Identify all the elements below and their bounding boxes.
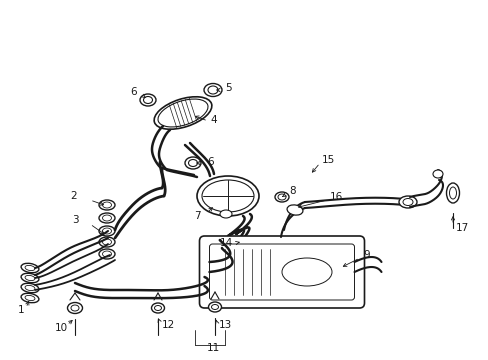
Text: 3: 3 [72,215,79,225]
Text: 2: 2 [70,191,77,201]
Ellipse shape [67,302,82,314]
Text: 11: 11 [206,343,220,353]
Text: 17: 17 [455,223,468,233]
FancyBboxPatch shape [199,236,364,308]
Text: 16: 16 [329,192,343,202]
Ellipse shape [203,84,222,96]
Text: 13: 13 [219,320,232,330]
Text: 7: 7 [194,211,200,221]
Text: 1: 1 [18,305,24,315]
Ellipse shape [151,303,164,313]
Text: 14: 14 [220,238,233,248]
Text: 8: 8 [288,186,295,196]
Ellipse shape [446,183,459,203]
Ellipse shape [232,237,246,247]
Ellipse shape [208,302,221,312]
Ellipse shape [286,205,302,215]
Text: 9: 9 [362,250,369,260]
Text: 4: 4 [209,115,216,125]
Ellipse shape [432,170,442,178]
Ellipse shape [197,176,259,216]
Text: 6: 6 [206,157,213,167]
Text: 5: 5 [224,83,231,93]
Ellipse shape [220,210,231,218]
Ellipse shape [274,192,288,202]
Ellipse shape [398,196,416,208]
Text: 12: 12 [162,320,175,330]
Ellipse shape [140,94,156,106]
Ellipse shape [184,157,201,169]
Text: 15: 15 [321,155,335,165]
Text: 6: 6 [130,87,136,97]
Text: 10: 10 [55,323,68,333]
Ellipse shape [154,97,211,129]
